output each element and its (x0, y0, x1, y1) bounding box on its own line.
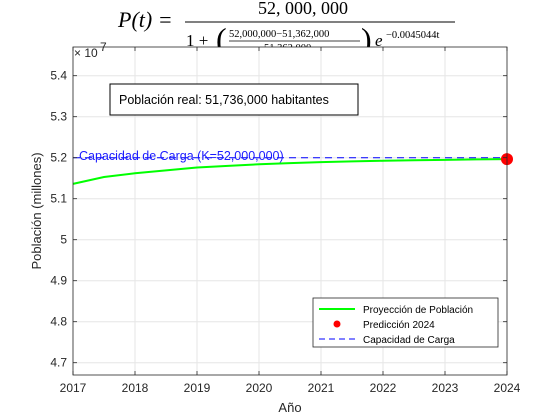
x-tick-label: 2018 (122, 381, 149, 395)
y-axis-label: Población (millones) (29, 152, 44, 269)
info-box: Población real: 51,736,000 habitantes (109, 83, 359, 116)
y-tick-label: 5.1 (50, 192, 67, 206)
axes-box (72, 46, 508, 376)
x-tick-label: 2022 (370, 381, 397, 395)
formula-denominator-prefix: 1 + (186, 31, 208, 50)
capacity-label: Capacidad de Carga (K=52,000,000) (79, 149, 284, 163)
y-exponent: × 10 7 (74, 40, 107, 60)
x-tick-label: 2020 (246, 381, 273, 395)
y-tick-label: 4.8 (50, 315, 67, 329)
x-tick-label: 2023 (432, 381, 459, 395)
x-tick-label: 2021 (308, 381, 335, 395)
legend: Proyección de Población Predicción 2024 … (312, 297, 499, 348)
y-exponent-power: 7 (100, 40, 107, 54)
legend-swatch-prediction (333, 320, 341, 328)
formula-exponent: −0.0045044t (386, 30, 440, 41)
series-layer (72, 153, 513, 185)
x-tick-label: 2024 (494, 381, 521, 395)
y-tick-label: 4.9 (50, 274, 67, 288)
formula-inner-numerator: 52,000,000−51,362,000 (229, 29, 329, 40)
info-box-frame (109, 83, 359, 116)
legend-label-capacity: Capacidad de Carga (363, 335, 455, 346)
y-tick-label: 5.4 (50, 69, 67, 83)
formula-exp-base: e (375, 31, 383, 50)
info-box-text: Población real: 51,736,000 habitantes (119, 93, 329, 107)
tick-layer: 2017 2018 2019 2020 2021 2022 2023 2024 4.7 4.8 4.… (50, 47, 521, 395)
formula-numerator: 52, 000, 000 (258, 0, 348, 18)
legend-label-projection: Proyección de Población (363, 305, 473, 316)
x-axis-label: Año (278, 400, 301, 415)
formula-right-paren: ) (361, 21, 372, 57)
formula-left-paren: ( (216, 21, 227, 57)
formula-lhs: P(t) = (117, 7, 173, 32)
y-tick-label: 5 (60, 233, 67, 247)
legend-label-prediction: Predicción 2024 (363, 320, 435, 331)
x-tick-label: 2017 (60, 381, 87, 395)
y-tick-label: 5.3 (50, 110, 67, 124)
x-tick-label: 2019 (184, 381, 211, 395)
y-exponent-base: × 10 (74, 46, 98, 60)
projection-line (72, 158, 508, 185)
y-tick-label: 4.7 (50, 356, 67, 370)
y-tick-label: 5.2 (50, 151, 67, 165)
